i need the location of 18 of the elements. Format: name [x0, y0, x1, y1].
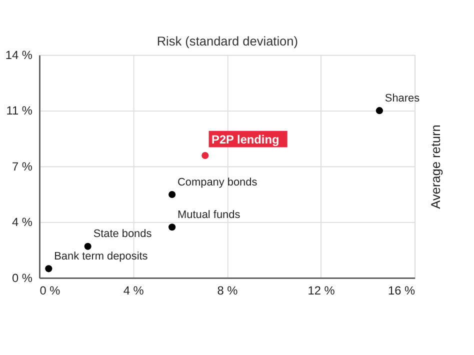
x-tick-label: 12 %	[308, 284, 336, 298]
annotation: State bonds	[93, 228, 152, 240]
y-axis-title: Average return	[428, 124, 443, 209]
annotation: Shares	[384, 92, 420, 104]
y-tick-label: 4 %	[12, 215, 33, 230]
annotation: Mutual funds	[178, 208, 241, 221]
y-tick-label: 11 %	[6, 104, 33, 118]
annotation: Bank term deposits	[54, 250, 148, 263]
y-tick-label: 7 %	[12, 159, 33, 174]
x-tick-label: 16 %	[388, 284, 416, 298]
annotation: Company bonds	[178, 176, 258, 188]
x-tick-label: 0 %	[40, 284, 61, 298]
y-tick-label: 0 %	[12, 270, 33, 285]
x-tick-label: 8 %	[217, 284, 238, 298]
x-tick-label: 4 %	[123, 284, 144, 298]
y-tick-label: 14 %	[5, 48, 33, 62]
annotation: P2P lending	[212, 132, 280, 147]
x-axis-title: Risk (standard deviation)	[156, 33, 298, 48]
